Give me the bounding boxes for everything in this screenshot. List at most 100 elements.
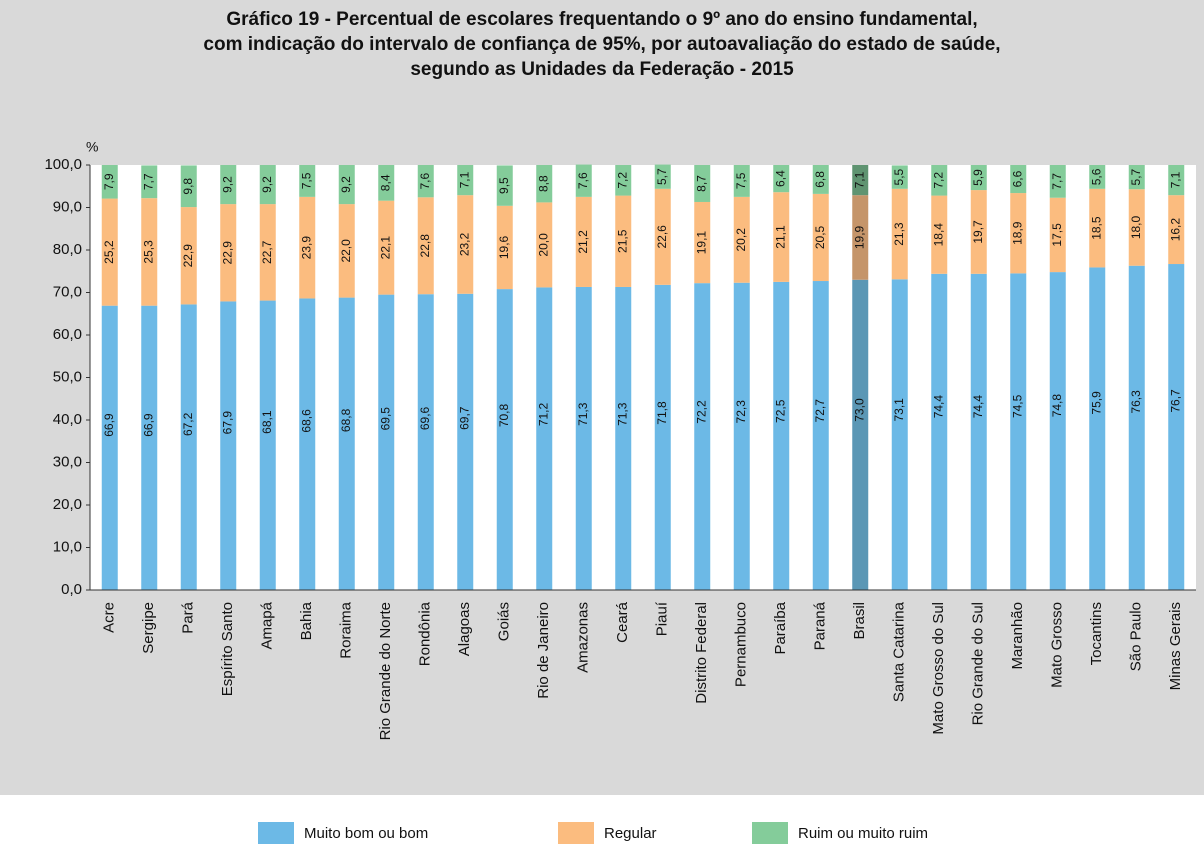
data-label: 6,4 bbox=[773, 170, 787, 187]
x-tick-label: Tocantins bbox=[1088, 602, 1105, 665]
bar-segment bbox=[299, 165, 316, 197]
data-label: 69,7 bbox=[457, 406, 471, 430]
bar-segment bbox=[457, 293, 474, 590]
data-label: 18,9 bbox=[1010, 221, 1024, 245]
bar-segment bbox=[891, 165, 908, 189]
data-label: 23,2 bbox=[457, 232, 471, 256]
data-label: 68,1 bbox=[260, 410, 274, 434]
data-label: 19,1 bbox=[694, 231, 708, 255]
y-tick-label: 80,0 bbox=[53, 241, 82, 258]
legend-label: Ruim ou muito ruim bbox=[798, 825, 928, 842]
y-tick-label: 100,0 bbox=[44, 156, 82, 173]
bar-segment bbox=[536, 287, 553, 590]
bar-segment bbox=[812, 165, 829, 194]
x-tick-label: Minas Gerais bbox=[1167, 602, 1184, 690]
data-label: 74,4 bbox=[931, 395, 945, 419]
y-tick-label: 90,0 bbox=[53, 198, 82, 215]
y-tick-label: 30,0 bbox=[53, 453, 82, 470]
data-label: 22,6 bbox=[655, 225, 669, 249]
data-label: 18,0 bbox=[1129, 215, 1143, 239]
data-label: 73,0 bbox=[852, 398, 866, 422]
data-label: 17,5 bbox=[1050, 223, 1064, 247]
data-label: 71,3 bbox=[576, 402, 590, 426]
bar-segment bbox=[1128, 189, 1145, 266]
bar-segment bbox=[1089, 188, 1106, 268]
bar-segment bbox=[1010, 193, 1027, 274]
legend-label: Muito bom ou bom bbox=[304, 825, 428, 842]
bar-segment bbox=[694, 283, 711, 590]
data-label: 5,9 bbox=[971, 169, 985, 186]
bar-segment bbox=[220, 301, 237, 590]
data-label: 20,5 bbox=[813, 225, 827, 249]
bar-segment bbox=[1168, 264, 1185, 590]
data-label: 22,7 bbox=[260, 240, 274, 264]
data-label: 21,3 bbox=[892, 222, 906, 246]
data-label: 7,5 bbox=[299, 172, 313, 189]
bar-segment bbox=[733, 282, 750, 590]
bar-segment bbox=[733, 196, 750, 283]
data-label: 22,9 bbox=[220, 241, 234, 265]
bar-segment bbox=[812, 281, 829, 590]
bar-segment bbox=[101, 305, 118, 590]
data-label: 67,2 bbox=[181, 412, 195, 436]
bar-segment bbox=[496, 165, 513, 206]
bar-segment bbox=[654, 164, 671, 189]
bar-segment bbox=[1049, 272, 1066, 590]
data-label: 72,7 bbox=[813, 399, 827, 423]
bar-segment bbox=[338, 204, 355, 298]
x-tick-label: Mato Grosso bbox=[1049, 602, 1066, 688]
data-label: 21,2 bbox=[576, 230, 590, 254]
bar-segment bbox=[654, 188, 671, 285]
bar-segment bbox=[694, 165, 711, 202]
data-label: 5,7 bbox=[1129, 168, 1143, 185]
bar-segment bbox=[101, 198, 118, 306]
legend-swatch bbox=[558, 822, 594, 844]
legend-label: Regular bbox=[604, 825, 657, 842]
data-label: 9,2 bbox=[260, 176, 274, 193]
x-tick-label: Paraíba bbox=[772, 601, 789, 654]
bar-segment bbox=[378, 294, 395, 590]
data-label: 72,5 bbox=[773, 399, 787, 423]
data-label: 19,6 bbox=[497, 235, 511, 259]
y-tick-label: 40,0 bbox=[53, 411, 82, 428]
data-label: 72,2 bbox=[694, 400, 708, 424]
data-label: 7,1 bbox=[852, 171, 866, 188]
bar-segment bbox=[259, 165, 276, 205]
bar-segment bbox=[1128, 165, 1145, 190]
data-label: 16,2 bbox=[1168, 218, 1182, 242]
y-tick-label: 20,0 bbox=[53, 496, 82, 513]
bar-segment bbox=[101, 165, 118, 199]
bar-segment bbox=[1089, 165, 1106, 189]
data-label: 8,7 bbox=[694, 175, 708, 192]
bar-segment bbox=[299, 196, 316, 299]
x-tick-label: Roraima bbox=[338, 601, 355, 658]
bar-segment bbox=[259, 300, 276, 590]
data-label: 67,9 bbox=[220, 411, 234, 435]
data-label: 9,8 bbox=[181, 178, 195, 195]
data-label: 25,3 bbox=[141, 240, 155, 264]
bar-segment bbox=[931, 195, 948, 274]
data-label: 7,2 bbox=[931, 172, 945, 189]
data-label: 76,7 bbox=[1168, 389, 1182, 413]
bar-segment bbox=[812, 193, 829, 282]
x-tick-label: Pará bbox=[180, 601, 197, 633]
data-label: 20,0 bbox=[536, 233, 550, 257]
data-label: 8,8 bbox=[536, 175, 550, 192]
data-label: 7,7 bbox=[1050, 173, 1064, 190]
y-tick-label: 60,0 bbox=[53, 326, 82, 343]
data-label: 6,6 bbox=[1010, 170, 1024, 187]
bar-segment bbox=[338, 165, 355, 205]
legend-swatch bbox=[258, 822, 294, 844]
data-label: 8,4 bbox=[378, 174, 392, 191]
bar-segment bbox=[180, 207, 197, 305]
bar-segment bbox=[496, 289, 513, 590]
bar-segment bbox=[891, 279, 908, 590]
bar-segment bbox=[1168, 195, 1185, 265]
data-label: 7,7 bbox=[141, 173, 155, 190]
x-tick-label: Bahia bbox=[298, 601, 315, 640]
x-tick-label: Mato Grosso do Sul bbox=[930, 602, 947, 735]
bar-segment bbox=[615, 195, 632, 287]
bar-segment bbox=[931, 165, 948, 196]
bar-segment bbox=[1010, 165, 1027, 194]
